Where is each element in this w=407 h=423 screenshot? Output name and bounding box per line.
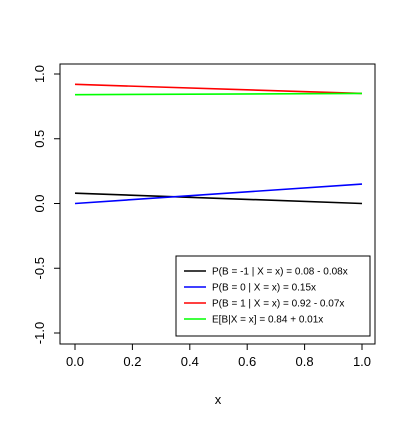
x-tick-label: 0.2 [123, 354, 141, 369]
legend-label-0: P(B = -1 | X = x) = 0.08 - 0.08x [212, 267, 348, 278]
series-line-3 [74, 92, 363, 96]
series-line-0 [74, 192, 363, 205]
x-tick-label: 0.0 [66, 354, 84, 369]
x-tick-label: 0.6 [238, 354, 256, 369]
legend-label-1: P(B = 0 | X = x) = 0.15x [212, 283, 316, 294]
y-tick-label: -1.0 [32, 322, 47, 344]
legend-label-2: P(B = 1 | X = x) = 0.92 - 0.07x [212, 299, 344, 310]
x-axis: 0.0 0.2 0.4 0.6 0.8 1.0 [66, 344, 371, 369]
y-tick-label: 0.0 [32, 194, 47, 212]
x-tick-label: 1.0 [353, 354, 371, 369]
y-axis: -1.0 -0.5 0.0 0.5 1.0 [32, 65, 60, 344]
legend-label-3: E[B|X = x] = 0.84 + 0.01x [212, 315, 323, 326]
y-tick-label: -0.5 [32, 257, 47, 279]
x-tick-label: 0.8 [296, 354, 314, 369]
x-axis-label: x [215, 392, 222, 407]
legend: P(B = -1 | X = x) = 0.08 - 0.08x P(B = 0 … [175, 255, 371, 337]
y-tick-label: 1.0 [32, 65, 47, 83]
legend-box [175, 255, 371, 337]
series-line-2 [74, 83, 363, 95]
series-line-1 [74, 183, 363, 205]
series-lines [74, 83, 363, 205]
x-tick-label: 0.4 [181, 354, 199, 369]
y-tick-label: 0.5 [32, 130, 47, 148]
